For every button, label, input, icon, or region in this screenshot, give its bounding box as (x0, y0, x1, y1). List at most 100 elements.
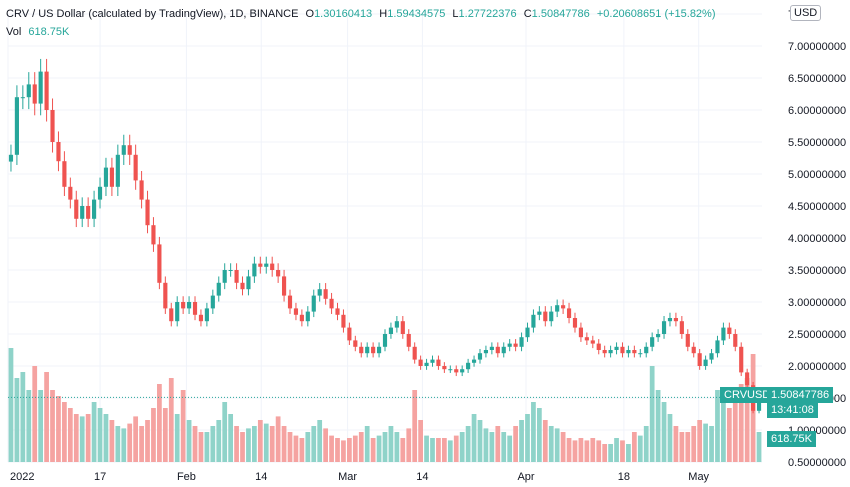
legend-row-volume: Vol 618.75K (6, 24, 716, 40)
candle-body-77 (466, 362, 471, 370)
volume-bar-88 (531, 402, 536, 462)
volume-bar-91 (548, 426, 554, 462)
currency-button[interactable]: USD (790, 5, 822, 21)
candle-body-67 (406, 334, 411, 347)
candle-body-40 (246, 276, 251, 290)
candle-body-97 (584, 337, 589, 341)
volume-bar-40 (246, 428, 251, 462)
candle-body-43 (264, 263, 269, 267)
candle-27 (169, 302, 174, 327)
candle-50 (305, 306, 310, 327)
candle-body-15 (97, 186, 103, 200)
volume-bar-65 (394, 432, 400, 462)
candle-body-8 (56, 142, 61, 162)
candle-body-27 (169, 308, 174, 322)
candle-body-87 (525, 327, 530, 338)
candle-body-102 (614, 346, 619, 350)
candle-body-29 (181, 302, 186, 309)
candle-body-63 (382, 334, 388, 347)
volume-bar-33 (204, 432, 210, 462)
candle-78 (471, 355, 477, 367)
volume-bar-27 (168, 378, 174, 462)
x-tick-label-8: May (688, 471, 709, 483)
candle-body-81 (489, 346, 494, 350)
candle-2 (20, 85, 25, 110)
candle-90 (543, 306, 548, 327)
volume-bar-85 (513, 426, 518, 462)
volume-bar-108 (649, 366, 655, 462)
candle-body-22 (139, 180, 144, 200)
candle-10 (68, 177, 73, 209)
x-tick-label-0: 2022 (10, 471, 34, 483)
candle-body-56 (341, 314, 346, 328)
volume-bar-69 (418, 420, 423, 462)
candle-body-103 (620, 346, 625, 354)
candle-6 (44, 58, 49, 122)
candle-body-109 (656, 334, 661, 338)
candle-body-39 (240, 282, 245, 290)
volume-badge: 618.75K (767, 431, 816, 447)
candle-3 (26, 72, 31, 110)
volume-bar-117 (703, 423, 708, 462)
candle-13 (86, 197, 91, 228)
candle-105 (632, 345, 637, 358)
candle-16 (103, 157, 109, 197)
candle-body-47 (287, 295, 293, 309)
volume-bar-2 (20, 372, 26, 462)
volume-bar-37 (228, 414, 234, 462)
y-tick-label-10: 2.50000000 (788, 329, 846, 341)
candle-111 (667, 312, 673, 327)
candle-65 (394, 316, 399, 333)
candle-body-26 (163, 282, 168, 309)
candle-112 (673, 312, 678, 327)
change-value: +0.20608651 (+15.82%) (596, 8, 716, 20)
y-tick-label-3: 6.00000000 (788, 105, 846, 117)
candle-body-14 (92, 199, 97, 219)
time-axis[interactable]: 2022 17 Feb 14 Mar 14 Apr 18 May (10, 471, 710, 483)
open-value: 1.30160413 (314, 8, 373, 20)
candle-body-16 (103, 167, 109, 187)
candle-body-20 (127, 145, 132, 155)
volume-bar-64 (388, 426, 394, 462)
candle-83 (501, 342, 506, 358)
volume-bar-7 (50, 390, 55, 462)
candle-body-104 (626, 350, 631, 354)
candle-body-23 (145, 199, 150, 226)
countdown-badge: 13:41:08 (767, 402, 818, 418)
candle-body-98 (590, 340, 595, 344)
volume-bar-21 (133, 416, 139, 462)
candle-body-95 (572, 318, 578, 328)
candle-110 (661, 316, 667, 339)
volume-bar-58 (352, 435, 358, 462)
volume-bar-72 (436, 438, 441, 462)
candle-body-35 (216, 282, 221, 296)
candle-body-46 (281, 276, 287, 296)
volume-bar-54 (329, 435, 334, 462)
candle-body-93 (561, 305, 566, 309)
volume-bar-94 (566, 438, 572, 462)
candle-body-59 (359, 346, 364, 354)
candle-17 (109, 157, 114, 197)
candle-114 (685, 329, 690, 352)
candle-68 (412, 342, 417, 364)
candle-body-117 (703, 359, 708, 366)
candle-51 (311, 289, 316, 318)
volume-bar-123 (738, 384, 744, 462)
candle-87 (525, 322, 530, 342)
candle-109 (656, 329, 661, 342)
candle-115 (691, 342, 696, 358)
candle-body-10 (68, 186, 73, 200)
candle-53 (323, 283, 328, 305)
candle-94 (566, 302, 572, 324)
volume-bar-87 (525, 414, 530, 462)
candle-body-73 (442, 366, 447, 370)
candle-body-72 (436, 359, 441, 366)
candle-44 (270, 256, 275, 277)
volume-bar-120 (721, 396, 726, 462)
candle-23 (145, 190, 150, 234)
candle-20 (127, 134, 132, 165)
candle-body-91 (549, 311, 554, 322)
volume-bar-15 (97, 408, 103, 462)
